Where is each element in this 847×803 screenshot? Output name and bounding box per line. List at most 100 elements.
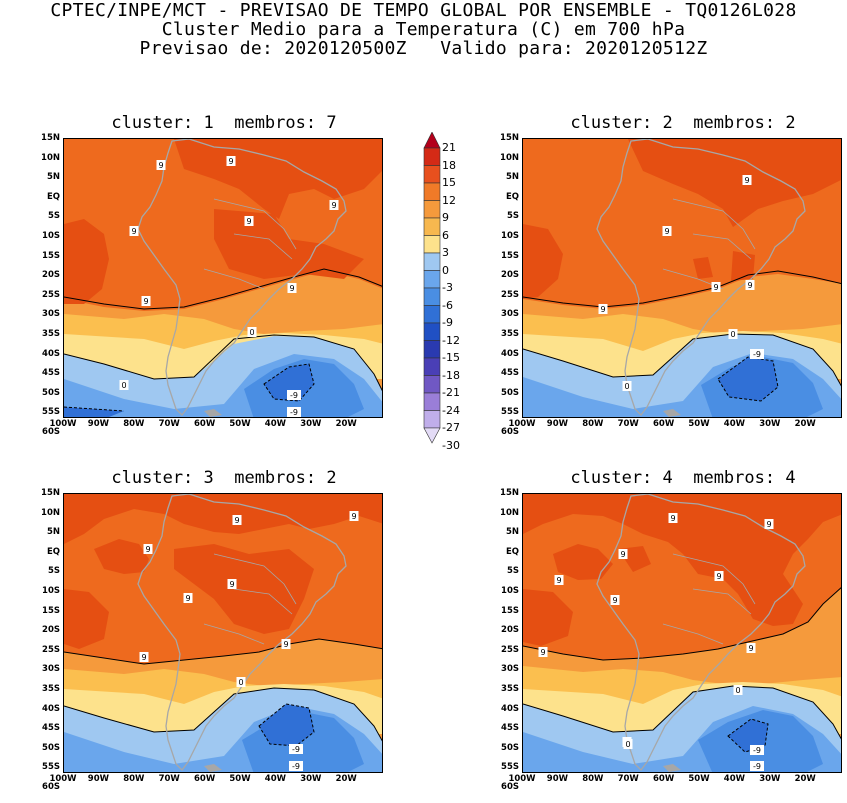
band-below-minus9 [718, 357, 778, 401]
contour-label: 9 [668, 513, 678, 523]
colorbar-tick-label: 0 [442, 263, 449, 277]
contour-0 [64, 687, 382, 742]
svg-text:-9: -9 [290, 408, 298, 417]
colorbar-segment [423, 200, 441, 219]
svg-text:-9: -9 [753, 350, 761, 359]
map-panel-cluster-3: 9 9 9 9 9 9 9 0 -9 -9 [63, 493, 383, 773]
lat-tick-label: 40S [501, 348, 519, 359]
svg-text:9: 9 [540, 648, 545, 657]
colorbar-segment [423, 165, 441, 184]
svg-text:9: 9 [143, 297, 148, 306]
contour-minus9 [263, 363, 315, 402]
lat-tick-label: 30S [42, 309, 60, 320]
svg-text:9: 9 [331, 201, 336, 210]
lat-tick-label: 30S [501, 664, 519, 675]
contour-lines [523, 587, 841, 753]
contour-label: 9 [714, 571, 724, 581]
lat-tick-label: 20S [42, 270, 60, 281]
contour-label: 9 [226, 156, 236, 166]
lat-tick-label: 30S [501, 309, 519, 320]
panel-4-title: cluster: 4 membros: 4 [570, 468, 796, 488]
lat-tick-label: 15N [41, 488, 60, 498]
lat-tick-label: 5S [47, 566, 60, 577]
lat-tick-label: 10S [42, 586, 60, 596]
lat-tick-label: 50S [42, 387, 60, 398]
lon-tick-label: 70W [158, 774, 180, 784]
lat-tick-label: 40S [42, 348, 60, 359]
colorbar-tick-label: -9 [442, 316, 453, 329]
contour-label: 9 [329, 200, 339, 210]
band-12-plus [174, 544, 314, 634]
temperature-field [64, 139, 382, 417]
svg-text:9: 9 [556, 576, 561, 585]
lat-tick-label: 55S [42, 407, 60, 418]
lat-tick-label: 20S [501, 270, 519, 281]
contour-label: 9 [610, 595, 620, 605]
lon-tick-label: 50W [688, 774, 710, 784]
colorbar [423, 132, 441, 444]
svg-text:9: 9 [158, 161, 163, 170]
colorbar-segment [423, 340, 441, 359]
band-below-minus9 [259, 704, 314, 746]
lon-tick-label: 70W [617, 419, 639, 429]
tierra-del-fuego [204, 764, 222, 772]
country-borders [203, 553, 297, 645]
lat-tick-label: 30S [42, 664, 60, 675]
svg-text:9: 9 [744, 176, 749, 185]
lat-tick-label: 10N [41, 152, 60, 163]
lon-tick-label: 60W [193, 419, 216, 429]
band-12-plus [553, 544, 613, 580]
contour-label: 9 [349, 511, 359, 521]
lon-tick-label: 20W [335, 774, 357, 784]
lon-tick-label: 80W [123, 774, 145, 784]
lon-tick-label: 40W [264, 774, 286, 784]
lat-tick-label: 10N [500, 507, 519, 518]
contour-label: 9 [711, 282, 721, 292]
band-below-minus9 [64, 407, 124, 417]
svg-text:9: 9 [766, 520, 771, 529]
svg-text:9: 9 [283, 640, 288, 649]
colorbar-arrow-bottom [423, 427, 441, 444]
tierra-del-fuego [204, 409, 222, 417]
temperature-field [64, 494, 382, 772]
colorbar-tick-label: -6 [442, 298, 453, 312]
contour-label: 0 [728, 329, 738, 339]
lat-tick-label: 45S [501, 368, 519, 379]
temperature-field [523, 494, 841, 772]
lat-tick-label: EQ [46, 191, 60, 202]
lat-tick-label: 5S [506, 566, 519, 577]
contour-label: -9 [289, 744, 303, 754]
band-12-plus [693, 257, 713, 279]
colorbar-segment [423, 217, 441, 236]
contour-label: 9 [244, 216, 254, 226]
svg-text:9: 9 [600, 305, 605, 314]
lat-tick-label: 20S [501, 625, 519, 636]
contour-label: 0 [236, 677, 246, 687]
contour-label: -9 [750, 745, 764, 755]
panel-3-title: cluster: 3 membros: 2 [111, 468, 337, 488]
lat-tick-label: 10S [501, 586, 519, 596]
colorbar-segment [423, 270, 441, 289]
lat-tick-label: 50S [501, 387, 519, 398]
colorbar-tick-label: 18 [442, 158, 456, 172]
svg-text:9: 9 [716, 572, 721, 581]
lon-tick-label: 40W [723, 774, 745, 784]
svg-text:-9: -9 [290, 391, 298, 400]
colorbar-segment [423, 410, 441, 429]
svg-text:9: 9 [246, 217, 251, 226]
lat-tick-label: 5N [46, 527, 60, 538]
contour-label: 9 [143, 544, 153, 554]
panel-2-title: cluster: 2 membros: 2 [570, 113, 796, 133]
contour-label: 9 [156, 160, 166, 170]
contour-label: -9 [750, 349, 764, 359]
band-12-plus [523, 494, 841, 626]
svg-text:9: 9 [670, 514, 675, 523]
svg-text:9: 9 [747, 281, 752, 290]
colorbar-segment [423, 287, 441, 306]
colorbar-tick-label: -30 [442, 438, 460, 452]
contour-label: 0 [247, 327, 257, 337]
lon-tick-label: 100W [49, 419, 77, 429]
lat-tick-label: 35S [42, 684, 60, 694]
svg-text:0: 0 [730, 330, 735, 339]
south-america-outline [137, 494, 347, 771]
